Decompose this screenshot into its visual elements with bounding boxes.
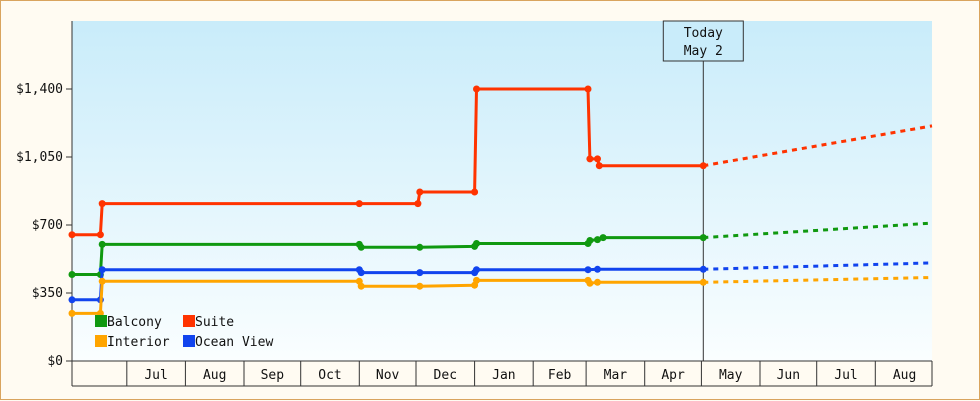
y-tick-label: $1,050 bbox=[16, 150, 63, 165]
legend-swatch-ocean-view bbox=[183, 335, 195, 347]
y-tick-label: $1,400 bbox=[16, 82, 63, 97]
data-point-balcony bbox=[416, 243, 424, 251]
x-tick-label: Feb bbox=[548, 368, 572, 383]
y-tick-label: $700 bbox=[32, 218, 63, 233]
data-point-suite bbox=[96, 231, 104, 239]
data-point-balcony bbox=[699, 234, 707, 242]
data-point-suite bbox=[98, 200, 106, 208]
x-tick-label: Jan bbox=[492, 368, 515, 383]
data-point-interior bbox=[357, 282, 365, 290]
data-point-suite bbox=[584, 85, 592, 93]
x-tick-label: Sep bbox=[261, 368, 285, 383]
data-point-interior bbox=[68, 309, 76, 317]
data-point-ocean-view bbox=[357, 269, 365, 277]
data-point-balcony bbox=[473, 240, 480, 247]
data-point-interior bbox=[416, 282, 424, 290]
series-forecast-ocean-view bbox=[703, 261, 933, 271]
x-tick-label: Aug bbox=[893, 368, 916, 383]
data-point-ocean-view bbox=[594, 265, 601, 273]
legend-label-interior: Interior bbox=[107, 335, 170, 350]
legend-swatch-interior bbox=[95, 335, 107, 347]
data-point-interior bbox=[586, 279, 594, 287]
x-tick-label: Dec bbox=[434, 368, 457, 383]
today-date-label: May 2 bbox=[684, 44, 723, 59]
x-tick-label: Oct bbox=[318, 368, 341, 383]
legend-swatch-suite bbox=[183, 315, 195, 327]
data-point-suite bbox=[586, 155, 594, 163]
data-point-balcony bbox=[594, 236, 601, 244]
y-tick-label: $350 bbox=[32, 286, 63, 301]
data-point-balcony bbox=[586, 237, 594, 244]
today-label: Today bbox=[684, 26, 723, 41]
legend-label-balcony: Balcony bbox=[107, 315, 162, 330]
data-point-suite bbox=[594, 155, 601, 163]
data-point-ocean-view bbox=[584, 266, 592, 274]
data-point-ocean-view bbox=[699, 265, 707, 273]
data-point-suite bbox=[414, 200, 422, 208]
data-point-suite bbox=[699, 162, 707, 170]
x-tick-label: Apr bbox=[661, 368, 685, 383]
data-point-suite bbox=[595, 162, 603, 170]
plot-area bbox=[72, 21, 932, 361]
today-box bbox=[662, 20, 744, 62]
data-point-ocean-view bbox=[416, 269, 424, 277]
data-point-ocean-view bbox=[473, 266, 480, 274]
legend-label-suite: Suite bbox=[195, 315, 234, 330]
y-tick-label: $0 bbox=[47, 354, 63, 369]
x-tick-label: Jul bbox=[144, 368, 167, 383]
x-tick-label: Jun bbox=[777, 368, 800, 383]
data-point-balcony bbox=[68, 271, 76, 278]
data-point-balcony bbox=[357, 243, 365, 251]
legend-swatch-balcony bbox=[95, 315, 107, 327]
x-tick-label: Nov bbox=[376, 368, 400, 383]
series-forecast-suite bbox=[703, 124, 933, 168]
x-tick-label: Jul bbox=[834, 368, 857, 383]
data-point-suite bbox=[68, 231, 76, 239]
series-forecast-balcony bbox=[703, 221, 933, 240]
legend-label-ocean-view: Ocean View bbox=[195, 335, 273, 350]
data-point-ocean-view bbox=[68, 296, 76, 304]
data-point-ocean-view bbox=[98, 266, 106, 274]
data-point-suite bbox=[471, 188, 479, 196]
x-tick-label: May bbox=[719, 368, 743, 383]
data-point-suite bbox=[473, 85, 480, 93]
x-tick-label: Aug bbox=[203, 368, 226, 383]
x-tick-label: Mar bbox=[604, 368, 628, 383]
data-point-interior bbox=[473, 276, 480, 284]
data-point-interior bbox=[699, 278, 707, 286]
series-forecast-interior bbox=[703, 276, 933, 284]
data-point-suite bbox=[355, 200, 363, 208]
data-point-interior bbox=[594, 278, 601, 286]
data-point-suite bbox=[416, 188, 424, 196]
data-point-balcony bbox=[98, 240, 106, 248]
data-point-interior bbox=[98, 277, 106, 285]
data-point-balcony bbox=[599, 234, 607, 242]
